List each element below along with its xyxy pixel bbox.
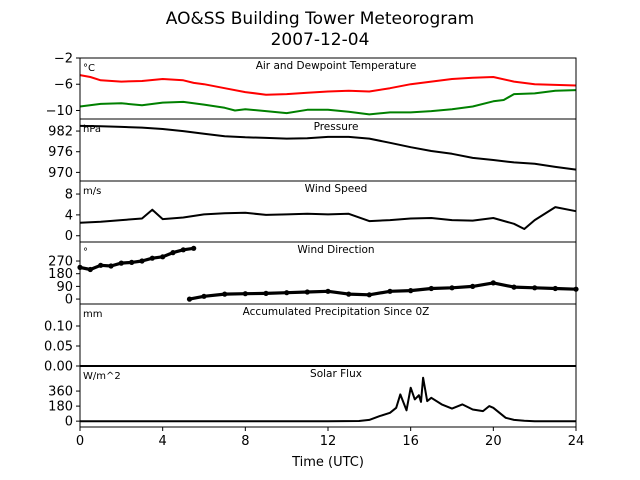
- panel-1-series-2-line: [79, 89, 577, 116]
- panel-3-title: Wind Speed: [305, 183, 368, 195]
- x-axis-tick-label: 8: [241, 434, 249, 449]
- panel-4-unit: °: [83, 247, 88, 258]
- panel-1-unit: °C: [83, 63, 95, 74]
- panel-1: Air and Dewpoint Temperature °C −2 −6 −10: [46, 52, 577, 120]
- panel-3-unit: m/s: [83, 186, 101, 197]
- panel-2-ytick-label: 970: [48, 166, 73, 181]
- panel-4-ytick-label: 0: [65, 293, 73, 308]
- panel-2-ytick-label: 976: [48, 145, 73, 160]
- figure-title-line2: 2007-12-04: [271, 30, 370, 50]
- panel-6-ytick-label: 360: [48, 385, 73, 400]
- panel-6-unit: W/m^2: [83, 371, 121, 382]
- panel-4-ytick-label: 180: [48, 267, 73, 282]
- panel-6-ytick-label: 180: [48, 400, 73, 415]
- x-axis-tick-label: 16: [402, 434, 419, 449]
- panel-3-ytick-label: 0: [65, 229, 73, 244]
- panel-5: Accumulated Precipitation Since 0Z mm 0.10…: [44, 303, 577, 375]
- x-axis-tick-label: 24: [568, 434, 585, 449]
- x-axis-label: Time (UTC): [291, 455, 364, 470]
- panel-4-ytick-label: 90: [56, 280, 73, 295]
- panel-6-series-1-line: [80, 376, 576, 423]
- panel-2-title: Pressure: [314, 121, 359, 133]
- x-axis-tick-label: 20: [485, 434, 502, 449]
- panel-5-unit: mm: [83, 309, 102, 320]
- panel-1-title: Air and Dewpoint Temperature: [256, 60, 417, 72]
- panel-4-ytick-label: 270: [48, 255, 73, 270]
- x-axis-tick-label: 0: [76, 434, 84, 449]
- panel-5-ytick-label: 0.05: [44, 340, 73, 355]
- panel-5-ytick-label: 0.10: [44, 320, 73, 335]
- panel-2-series-1-line: [79, 124, 577, 171]
- panel-6-title: Solar Flux: [310, 368, 362, 380]
- panel-2-ytick-label: 982: [48, 125, 73, 140]
- panel-1-ytick-label: −10: [46, 104, 73, 119]
- panel-3: Wind Speed m/s 8 4 0: [65, 180, 577, 244]
- panel-1-ytick-label: −6: [54, 78, 73, 93]
- figure-title-line1: AO&SS Building Tower Meteorogram: [166, 9, 474, 29]
- panel-4-series-1-line: [78, 246, 578, 301]
- panel-4-title: Wind Direction: [297, 244, 374, 256]
- x-axis-tick-label: 12: [320, 434, 337, 449]
- panel-1-series-1-line: [79, 74, 577, 96]
- panel-5-ytick-label: 0.00: [44, 360, 73, 375]
- panel-2-unit: hPa: [83, 124, 101, 135]
- panel-1-ytick-label: −2: [54, 52, 73, 67]
- panel-6-ytick-label: 0: [65, 415, 73, 430]
- panel-5-title: Accumulated Precipitation Since 0Z: [243, 306, 430, 318]
- panel-2: Pressure hPa 982 976 970: [48, 118, 577, 182]
- x-axis-tick-label: 4: [159, 434, 167, 449]
- panel-3-series-1-line: [79, 206, 577, 230]
- panel-3-ytick-label: 4: [65, 208, 73, 223]
- panel-3-ytick-label: 8: [65, 188, 73, 203]
- panels-group: Air and Dewpoint Temperature°C−2−6−10Pre…: [44, 52, 584, 471]
